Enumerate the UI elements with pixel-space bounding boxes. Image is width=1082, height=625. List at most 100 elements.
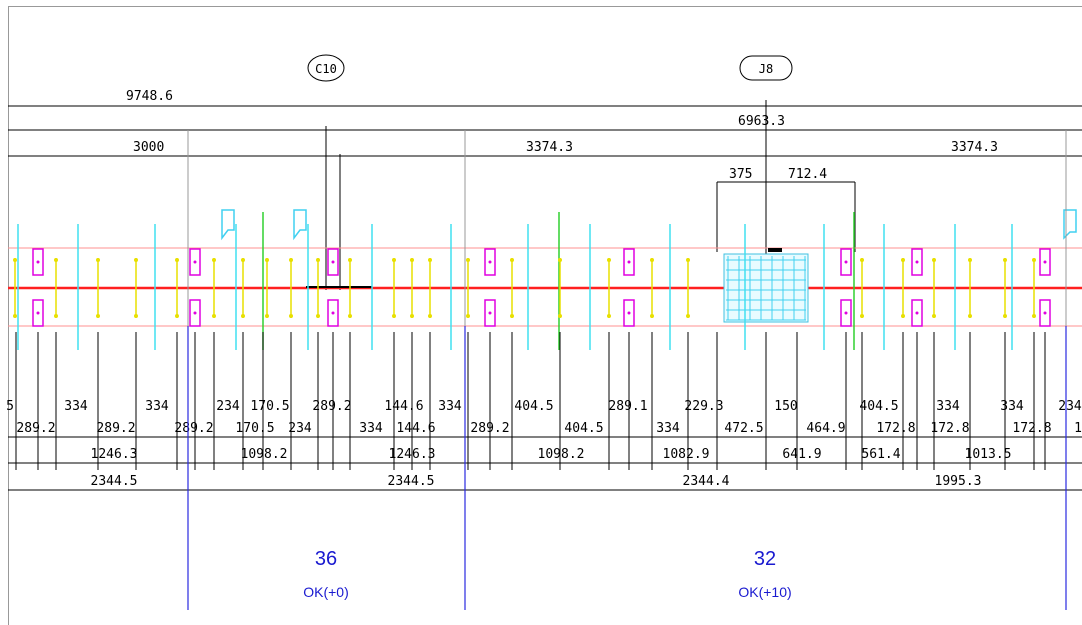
- anchor-plate: [32, 248, 44, 276]
- anchor-plate: [32, 299, 44, 327]
- dimension-value: 289.2: [312, 399, 351, 414]
- yellow-marker: [134, 258, 138, 318]
- anchor-plate: [484, 248, 496, 276]
- dim-opening-right: 712.4: [788, 167, 827, 182]
- dimension-row-3: 1246.3 1098.2 1246.3 1098.2 1082.9 641.9 561.4…: [91, 447, 1012, 462]
- dimension-value: 234: [1058, 399, 1082, 414]
- dimension-value: 1246.3: [389, 447, 436, 462]
- yellow-marker: [558, 258, 562, 318]
- dimension-value: 2344.4: [683, 474, 730, 489]
- anchor-plate: [189, 299, 201, 327]
- cyan-posts: [17, 212, 1013, 350]
- anchor-plate: [189, 248, 201, 276]
- anchor-plate: [327, 248, 339, 276]
- dimension-value: 1098.2: [538, 447, 585, 462]
- yellow-marker: [1003, 258, 1007, 318]
- anchor-markers: [32, 248, 1051, 327]
- dimension-value: 1246.3: [91, 447, 138, 462]
- yellow-markers: [13, 258, 1036, 318]
- dimension-value: 641.9: [782, 447, 821, 462]
- grid-label-j8: J8: [759, 62, 773, 76]
- dimension-value: 1082.9: [663, 447, 710, 462]
- grid-bubble-c10: C10: [307, 54, 345, 82]
- grid-label-c10: C10: [315, 62, 337, 76]
- yellow-marker: [175, 258, 179, 318]
- dimension-value: 172.8: [876, 421, 915, 436]
- yellow-marker: [265, 258, 269, 318]
- dim-opening-left: 375: [729, 167, 752, 182]
- dimension-value: 2344.5: [388, 474, 435, 489]
- yellow-marker: [686, 258, 690, 318]
- dimension-value: 404.5: [514, 399, 553, 414]
- dim-span-1: 3000: [133, 140, 164, 155]
- yellow-marker: [316, 258, 320, 318]
- dimension-value: 5: [6, 399, 14, 414]
- dimension-value: 334: [359, 421, 383, 436]
- grid-bubble-j8: J8: [739, 55, 793, 81]
- yellow-marker: [650, 258, 654, 318]
- dimension-value: 289.2: [96, 421, 135, 436]
- dimension-value: 170.5: [235, 421, 274, 436]
- dimension-value: 404.5: [859, 399, 898, 414]
- dimension-value: 1: [1074, 421, 1082, 436]
- yellow-marker: [410, 258, 414, 318]
- dim-span-2: 3374.3: [526, 140, 573, 155]
- dimension-value: 334: [936, 399, 960, 414]
- dimension-value: 561.4: [861, 447, 900, 462]
- dimension-row-4: 2344.5 2344.5 2344.4 1995.3: [91, 474, 982, 489]
- yellow-marker: [860, 258, 864, 318]
- yellow-marker: [392, 258, 396, 318]
- dimension-value: 334: [656, 421, 680, 436]
- yellow-marker: [13, 258, 17, 318]
- anchor-plate: [1039, 248, 1051, 276]
- anchor-plate: [1039, 299, 1051, 327]
- dimension-value: 229.3: [684, 399, 723, 414]
- bay-status-2: OK(+10): [738, 584, 791, 600]
- grid-block: [723, 248, 809, 323]
- dimension-value: 289.2: [16, 421, 55, 436]
- bay-status-1: OK(+0): [303, 584, 349, 600]
- yellow-marker: [96, 258, 100, 318]
- dimension-value: 289.2: [470, 421, 509, 436]
- dimension-value: 289.2: [174, 421, 213, 436]
- flag-markers: [221, 209, 1077, 241]
- dimension-value: 172.8: [930, 421, 969, 436]
- yellow-marker: [212, 258, 216, 318]
- dim-span-3: 3374.3: [951, 140, 998, 155]
- dimension-value: 472.5: [724, 421, 763, 436]
- yellow-marker: [607, 258, 611, 318]
- anchor-plate: [840, 248, 852, 276]
- dimension-value: 234: [288, 421, 312, 436]
- dimension-value: 144.6: [384, 399, 423, 414]
- dimension-value: 334: [438, 399, 462, 414]
- yellow-marker: [348, 258, 352, 318]
- anchor-plate: [840, 299, 852, 327]
- yellow-marker: [466, 258, 470, 318]
- anchor-plate: [911, 248, 923, 276]
- anchor-plate: [484, 299, 496, 327]
- yellow-marker: [510, 258, 514, 318]
- dimension-value: 334: [1000, 399, 1024, 414]
- dimension-value: 234: [216, 399, 240, 414]
- dimension-row-2: 289.2 289.2 289.2 170.5 234 334 144.6 289.2 404.…: [16, 421, 1081, 436]
- dim-sub-total: 6963.3: [738, 114, 785, 129]
- dimension-value: 334: [145, 399, 169, 414]
- bay-count-1: 36: [315, 548, 337, 570]
- yellow-marker: [289, 258, 293, 318]
- dimension-row-1: 5 334 334 234 170.5 289.2 144.6 334 404.5 289.1 22…: [6, 399, 1082, 414]
- column-lines: [187, 326, 1067, 610]
- yellow-marker: [241, 258, 245, 318]
- yellow-marker: [54, 258, 58, 318]
- anchor-plate: [623, 248, 635, 276]
- dimension-value: 2344.5: [91, 474, 138, 489]
- dimension-value: 144.6: [396, 421, 435, 436]
- yellow-marker: [1032, 258, 1036, 318]
- yellow-marker: [932, 258, 936, 318]
- dimension-value: 334: [64, 399, 88, 414]
- anchor-plate: [911, 299, 923, 327]
- dimension-value: 1995.3: [935, 474, 982, 489]
- dim-total: 9748.6: [126, 89, 173, 104]
- dimension-value: 172.8: [1012, 421, 1051, 436]
- dimension-value: 150: [774, 399, 797, 414]
